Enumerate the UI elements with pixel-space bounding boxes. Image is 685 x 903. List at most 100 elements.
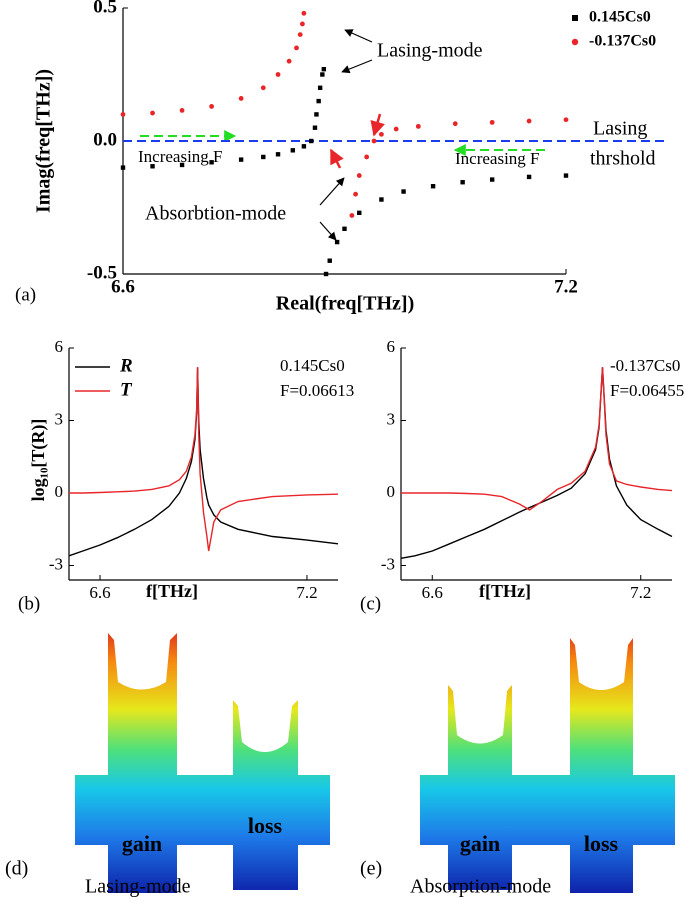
point (356, 173, 362, 178)
y-tick-label: 0 (387, 482, 396, 501)
point (301, 10, 307, 16)
illustration-e (420, 638, 675, 893)
point (150, 110, 155, 116)
y-tick-label: 6 (387, 337, 396, 356)
point (238, 96, 244, 101)
legend-label: T (120, 379, 133, 400)
region-label: gain (122, 831, 162, 856)
point (371, 138, 377, 144)
point (334, 239, 340, 245)
point (321, 66, 327, 72)
annotation: Increasing F (138, 147, 223, 166)
point (349, 213, 355, 218)
point (379, 131, 384, 137)
x-axis-label: Real(freq[THz]) (276, 293, 414, 315)
region-label: gain (460, 831, 500, 856)
point (452, 121, 458, 127)
x-tick-label: 6.6 (111, 276, 135, 297)
point (238, 157, 244, 162)
point (275, 152, 281, 157)
annotation-arrows (319, 29, 373, 241)
legend-marker (572, 15, 578, 21)
point (297, 32, 303, 37)
y-tick-label: 0.5 (93, 0, 117, 17)
x-tick-label: 7.2 (296, 583, 317, 602)
series-line (401, 367, 673, 511)
y-tick-label: 3 (55, 409, 64, 428)
point (563, 173, 569, 178)
point (120, 165, 126, 170)
point (316, 98, 321, 104)
point (327, 258, 332, 263)
point (317, 85, 323, 90)
y-tick-label: -3 (49, 554, 63, 573)
panel-label: (a) (15, 284, 36, 305)
point (260, 85, 266, 91)
caption: Absorption-mode (410, 876, 551, 898)
point (179, 162, 185, 168)
point (209, 160, 214, 165)
point (323, 271, 329, 277)
point (150, 164, 155, 169)
annotation: Increasing F (455, 149, 540, 168)
point (526, 118, 532, 124)
region-label: loss (248, 813, 283, 838)
point (261, 154, 266, 160)
green-arrows (140, 130, 545, 156)
point (290, 148, 296, 153)
legend-label: R (119, 355, 133, 376)
point (120, 112, 126, 117)
y-tick-label: -3 (381, 554, 395, 573)
point (526, 174, 532, 180)
point (489, 119, 495, 125)
point (364, 154, 370, 160)
point (460, 180, 465, 185)
point (314, 112, 319, 117)
panel-label: (e) (360, 858, 382, 880)
x-tick-label: 6.6 (422, 583, 443, 602)
x-tick-label: 7.2 (554, 276, 578, 297)
y-tick-label: 6 (55, 337, 64, 356)
panel-label: (d) (5, 858, 28, 880)
y-tick-label: -0.5 (87, 262, 117, 283)
y-tick-label: 0 (55, 482, 64, 501)
point (489, 177, 495, 182)
annotation: F=0.06455 (610, 381, 684, 400)
annotation: 0.145Cs0 (280, 356, 345, 375)
x-axis-label: f[THz] (146, 581, 198, 601)
illustration-labels: (d) Lasing-mode gain loss (e) Absorption… (5, 813, 619, 898)
point (357, 210, 362, 216)
region-label: loss (584, 831, 619, 856)
x-axis-label: f[THz] (479, 581, 531, 601)
legend-label: 0.145Cs0 (589, 9, 651, 26)
point (563, 117, 569, 123)
red-arrows (329, 113, 385, 169)
point (379, 197, 384, 202)
chart-panel: -3 0 3 6 6.6 7.2 (b) f[THz] log₁₀[T(R)] 0.145Cs0 F… (18, 337, 354, 614)
y-tick-label: 3 (387, 409, 396, 428)
point (179, 108, 185, 113)
x-tick-label: 6.6 (89, 583, 110, 602)
chart-panel: -0.5 0.0 0.5 6.6 7.2 (a) Real(freq[THz]) Imag(f… (15, 0, 668, 315)
y-axis-label: log₁₀[T(R)] (28, 419, 49, 502)
point (309, 138, 314, 144)
point (286, 58, 292, 64)
point (353, 191, 358, 197)
series-line (400, 367, 673, 559)
chart-panel: -3 0 3 6 6.6 7.2 (c) f[THz] -0.137Cs0 F=0.06455 (360, 337, 684, 614)
panel-label: (c) (360, 593, 381, 614)
legend-marker (571, 38, 579, 46)
y-axis-label: Imag(freq[THz]) (33, 69, 55, 213)
point (300, 21, 305, 27)
annotation: F=0.06613 (280, 381, 354, 400)
threshold-label: thrshold (590, 148, 656, 170)
threshold-label: Lasing (593, 118, 647, 140)
panel-label: (b) (18, 593, 40, 614)
point (342, 226, 347, 231)
y-tick-label: 0.0 (93, 129, 117, 150)
series-line (69, 367, 339, 552)
point (209, 104, 215, 109)
point (401, 189, 406, 194)
point (393, 126, 399, 132)
